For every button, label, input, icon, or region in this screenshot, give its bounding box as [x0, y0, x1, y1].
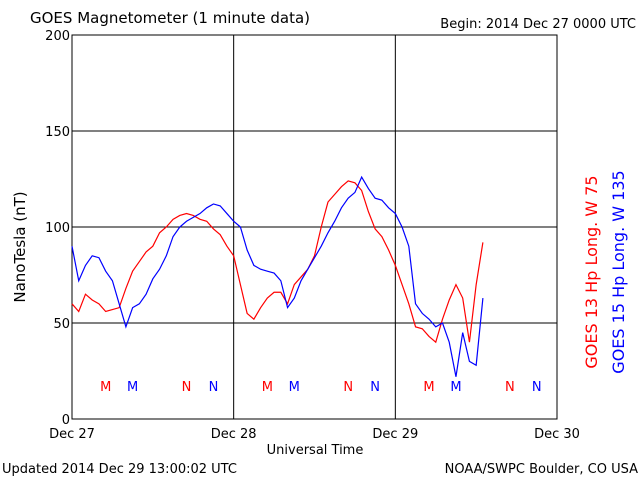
y-tick-label: 0 [62, 413, 70, 428]
x-tick-label: Dec 27 [49, 427, 95, 442]
marker-label: M [127, 380, 138, 395]
marker-label: N [532, 380, 542, 395]
y-axis-label: NanoTesla (nT) [11, 191, 29, 302]
marker-label: M [262, 380, 273, 395]
chart-title: GOES Magnetometer (1 minute data) [30, 9, 310, 27]
marker-label: M [450, 380, 461, 395]
legend-entry: GOES 13 Hp Long. W 75 [582, 175, 601, 368]
marker-label: N [343, 380, 353, 395]
x-tick-label: Dec 30 [534, 427, 580, 442]
marker-label: N [370, 380, 380, 395]
y-tick-label: 100 [45, 221, 70, 236]
y-tick-label: 150 [45, 125, 70, 140]
x-tick-label: Dec 29 [372, 427, 418, 442]
footer-left: Updated 2014 Dec 29 13:00:02 UTC [2, 462, 237, 477]
x-axis-label: Universal Time [267, 443, 364, 458]
marker-label: M [423, 380, 434, 395]
footer-right: NOAA/SWPC Boulder, CO USA [445, 462, 638, 477]
y-tick-label: 50 [53, 317, 70, 332]
marker-label: N [182, 380, 192, 395]
marker-label: M [100, 380, 111, 395]
series-line [71, 175, 484, 377]
legend-entry: GOES 15 Hp Long. W 135 [609, 170, 628, 373]
marker-label: N [209, 380, 219, 395]
series-line [71, 180, 484, 344]
y-tick-label: 200 [45, 29, 70, 44]
x-tick-label: Dec 28 [211, 427, 257, 442]
chart-subtitle: Begin: 2014 Dec 27 0000 UTC [440, 17, 636, 32]
marker-label: M [289, 380, 300, 395]
marker-label: N [505, 380, 515, 395]
